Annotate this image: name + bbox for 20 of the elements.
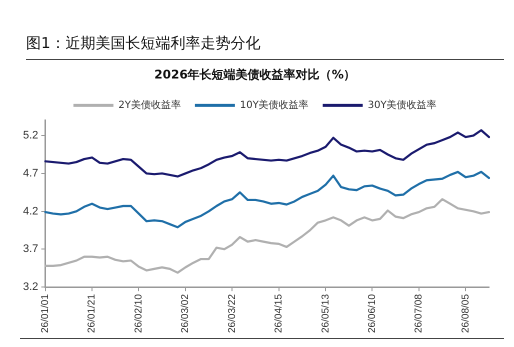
x-tick-label: 26/06/10 <box>366 294 378 334</box>
chart-subtitle: 2026年长短端美债收益率对比（%） <box>154 67 356 82</box>
x-tick-label: 26/05/13 <box>320 294 332 334</box>
chart-title: 图1：近期美国长短端利率走势分化 <box>26 34 504 60</box>
y-tick-label: 3.7 <box>22 243 38 256</box>
x-tick-label: 26/03/02 <box>180 294 192 334</box>
x-tick-label: 26/04/15 <box>274 294 285 334</box>
y-tick-label: 4.7 <box>22 167 38 180</box>
legend-label: 10Y美债收益率 <box>240 98 309 111</box>
x-tick-label: 26/03/22 <box>226 294 238 334</box>
x-tick-label: 26/02/10 <box>133 294 144 334</box>
x-tick-label: 26/01/01 <box>40 294 52 334</box>
y-tick-label: 3.2 <box>22 281 38 294</box>
y-tick-label: 4.2 <box>22 205 38 218</box>
y-tick-label: 5.2 <box>22 130 38 142</box>
x-tick-label: 26/07/08 <box>414 294 425 334</box>
x-tick-label: 26/08/05 <box>460 294 472 334</box>
legend-label: 30Y美债收益率 <box>368 98 437 111</box>
x-tick-label: 26/01/21 <box>86 294 98 334</box>
legend-label: 2Y美债收益率 <box>118 98 181 111</box>
